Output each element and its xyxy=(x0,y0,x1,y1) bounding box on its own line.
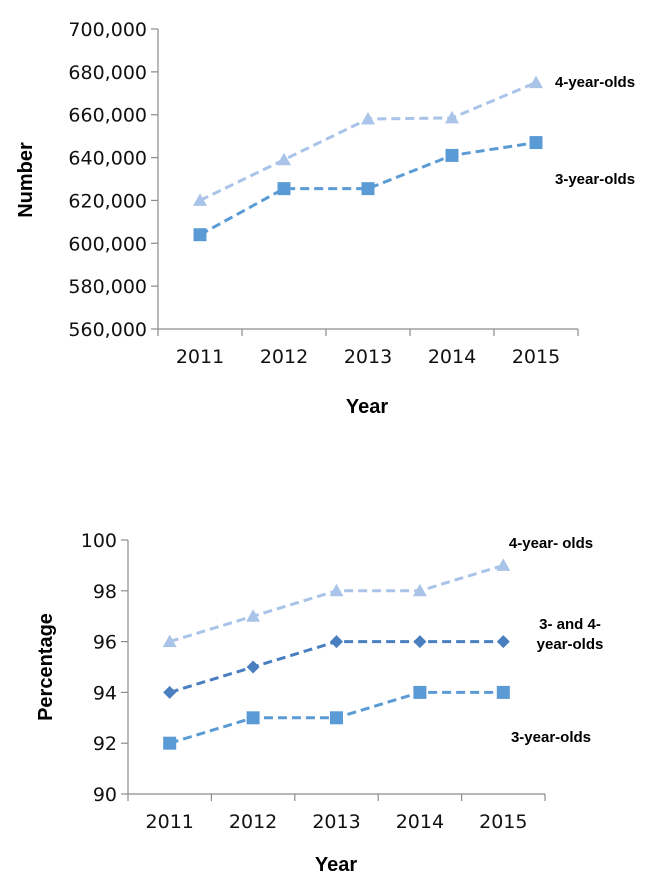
x-tick-label: 2015 xyxy=(479,811,527,833)
3-year-olds-point xyxy=(445,148,459,162)
3-year-olds-series-line xyxy=(199,141,537,237)
3-year-olds-point xyxy=(277,182,291,196)
3-year-olds-point xyxy=(529,136,543,150)
y-tick-label: 620,000 xyxy=(68,190,147,212)
4-year-olds-point xyxy=(277,152,291,166)
x-tick-label: 2013 xyxy=(344,346,392,368)
4-year-olds-point xyxy=(162,634,177,648)
y-tick-label: 94 xyxy=(93,682,117,704)
4-year-olds-point xyxy=(529,75,543,89)
y-axis-title: Percentage xyxy=(35,613,57,721)
y-tick-label: 90 xyxy=(93,784,117,806)
y-tick-label: 700,000 xyxy=(68,19,147,41)
4-year-olds-point xyxy=(193,193,207,206)
x-tick-label: 2011 xyxy=(176,346,224,368)
x-axis-title: Year xyxy=(315,854,357,876)
y-axis-title: Number xyxy=(15,142,37,218)
x-tick-label: 2014 xyxy=(428,346,476,368)
y-tick-label: 92 xyxy=(93,733,117,755)
x-tick-label: 2012 xyxy=(260,346,308,368)
4-year-olds-series-line xyxy=(169,563,504,644)
3-and-4-year-olds-point xyxy=(496,635,510,649)
y-tick-label: 96 xyxy=(93,632,117,654)
3-year-olds-point xyxy=(246,711,260,725)
4-year-olds-point xyxy=(361,112,375,125)
4-year-olds-point xyxy=(445,110,459,124)
3-and-4-year-olds-point xyxy=(246,660,260,674)
x-tick-label: 2013 xyxy=(312,811,360,833)
3-and-4-year-olds-point xyxy=(163,685,177,699)
y-tick-label: 660,000 xyxy=(68,105,147,127)
x-tick-label: 2014 xyxy=(396,811,444,833)
chart-number-by-year: Number Year 560,000 580,000 600,000 620,000… xyxy=(15,19,635,418)
3-and-4-year-olds-point xyxy=(330,635,343,649)
chart-percentage-by-year: Percentage Year 90 92 94 96 98 100 2011 2012 201… xyxy=(35,530,604,876)
y-tick-label: 640,000 xyxy=(68,148,147,170)
4-year-olds-series-label: 4-year-olds xyxy=(555,74,635,91)
3-and-4-year-olds-series-label: 3- and 4- xyxy=(539,616,601,633)
y-tick-label: 680,000 xyxy=(68,62,147,84)
y-tick-label: 560,000 xyxy=(68,319,147,341)
y-tick-label: 600,000 xyxy=(68,233,147,255)
3-year-olds-point xyxy=(163,736,177,750)
x-tick-label: 2011 xyxy=(146,811,194,833)
4-year-olds-point xyxy=(412,583,427,597)
y-tick-label: 100 xyxy=(81,530,117,552)
3-year-olds-point xyxy=(413,685,427,699)
3-year-olds-point xyxy=(330,711,343,725)
3-year-olds-point xyxy=(193,228,207,242)
4-year-olds-point xyxy=(329,583,344,597)
3-and-4-year-olds-series-line xyxy=(169,640,504,694)
x-tick-label: 2012 xyxy=(229,811,277,833)
4-year-olds-point xyxy=(496,558,511,571)
x-tick-label: 2015 xyxy=(512,346,560,368)
3-and-4-year-olds-series-label: year-olds xyxy=(537,636,604,653)
y-tick-label: 98 xyxy=(93,581,117,603)
y-tick-label: 580,000 xyxy=(68,276,147,298)
4-year-olds-series-label: 4-year- olds xyxy=(509,535,593,552)
3-year-olds-point xyxy=(496,685,510,699)
3-year-olds-series-label: 3-year-olds xyxy=(511,729,591,746)
x-axis-title: Year xyxy=(346,396,388,418)
3-year-olds-point xyxy=(361,182,375,196)
3-and-4-year-olds-point xyxy=(413,635,427,649)
4-year-olds-point xyxy=(246,609,261,622)
3-year-olds-series-label: 3-year-olds xyxy=(555,171,635,188)
